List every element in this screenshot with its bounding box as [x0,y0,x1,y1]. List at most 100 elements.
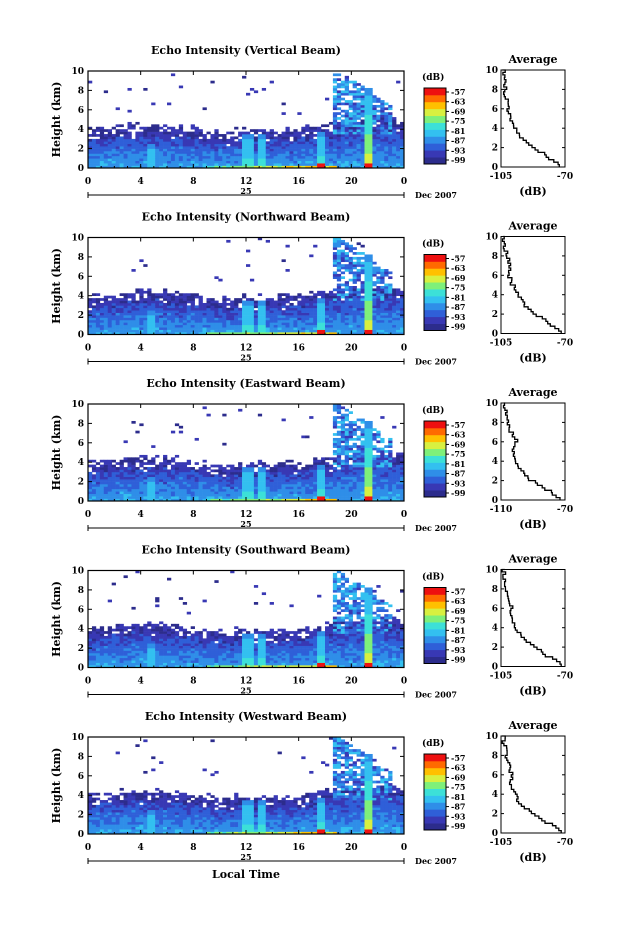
heatmap-cell [344,160,349,164]
heatmap-cell [376,464,381,468]
heatmap-cell [123,467,128,470]
y-tick-label: 0 [78,164,84,174]
heatmap-cell [249,486,255,490]
heatmap-cell [301,153,306,157]
heatmap-cell [384,469,389,473]
heatmap-cell [155,481,160,485]
heatmap-cell [127,121,132,125]
heatmap-cell [206,322,211,326]
heatmap-cell [356,252,361,255]
heatmap-cell [202,143,207,147]
heatmap-cell [111,141,116,145]
heatmap-cell [392,305,397,309]
heatmap-cell [155,300,160,304]
heatmap-cell [340,119,346,123]
heatmap-cell [163,153,168,157]
heatmap-cell [388,288,393,292]
heatmap-cell [289,298,294,301]
heatmap-cell [143,312,148,316]
heatmap-cell [265,146,270,149]
heatmap-cell [309,138,314,142]
heatmap-cell [103,332,109,335]
heatmap-cell [301,302,306,306]
heatmap-cell [356,155,361,159]
heatmap-cell [325,312,330,316]
heatmap-cell [155,302,160,306]
heatmap-cell [309,141,314,145]
heatmap-cell [388,332,393,335]
heatmap-cell [368,109,373,113]
heatmap-cell [336,293,342,296]
heatmap-cell [325,457,330,461]
heatmap-cell [372,95,377,98]
heatmap-cell [336,404,342,407]
heatmap-cell [396,467,401,470]
heatmap-cell [348,469,353,473]
heatmap-cell [392,471,397,475]
heatmap-cell [273,476,278,480]
heatmap-cell [261,151,267,154]
heatmap-cell [91,160,97,164]
heatmap-cell [167,143,172,147]
heatmap-cell [151,310,156,313]
heatmap-cell [352,163,357,166]
heatmap-cell [234,319,239,323]
heatmap-cell [380,315,385,318]
heatmap-cell [344,467,349,470]
heatmap-cell [131,484,136,487]
heatmap-cell [190,317,195,321]
heatmap-cell [372,121,377,125]
heatmap-cell [143,305,148,309]
heatmap-cell [99,652,105,656]
heatmap-cell [147,136,152,140]
heatmap-cell [206,310,211,313]
heatmap-cell [265,491,270,495]
heatmap-cell [131,491,136,495]
heatmap-cell [115,307,120,311]
heatmap-cell [332,104,338,108]
heatmap-cell [376,462,381,465]
heatmap-cell [253,488,259,492]
heatmap-cell [285,143,290,147]
heatmap-cell [380,454,385,458]
heatmap-cell [340,430,346,434]
heatmap-cell [88,662,93,666]
heatmap-cell [249,278,255,282]
heatmap-cell [348,430,353,434]
heatmap-cell [222,493,227,497]
heatmap-cell [269,467,274,470]
heatmap-cell [159,138,164,142]
heatmap-cell [182,305,188,309]
heatmap-cell [325,317,330,321]
heatmap-cell [392,493,397,497]
heatmap-cell [313,332,318,335]
heatmap-cell [95,462,101,465]
heatmap-cell [155,317,160,321]
heatmap-cell [372,305,377,309]
heatmap-cell [253,319,259,323]
heatmap-cell [88,652,93,656]
x-tick-label: 4 [138,344,144,354]
heatmap-cell [336,322,342,326]
heatmap-cell [265,307,270,311]
heatmap-cell [344,476,349,480]
heatmap-cell [123,471,128,475]
heatmap-cell [214,310,219,313]
heatmap-cell [135,146,140,149]
heatmap-cell [356,288,361,292]
heatmap-cell [222,146,227,149]
profile-y-tick-label: 10 [485,66,498,76]
heatmap-cell [289,146,294,149]
heatmap-cell [336,317,342,321]
heatmap-cell [305,158,310,162]
heatmap-cell [238,498,243,502]
heatmap-cell [107,657,112,661]
heatmap-cell [202,491,207,495]
heatmap-cell [186,474,191,478]
heatmap-cell [95,498,101,502]
heatmap-cell [388,437,393,441]
heatmap-cell [135,488,140,492]
heatmap-cell [226,307,231,311]
heatmap-cell [135,329,140,333]
heatmap-cell [360,271,365,275]
